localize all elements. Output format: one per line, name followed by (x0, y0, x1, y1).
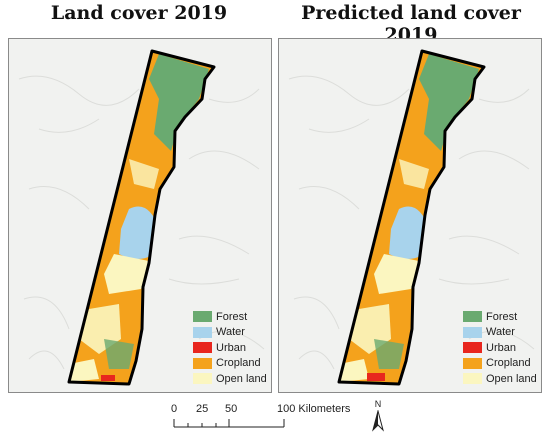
legend-swatch-water (463, 326, 482, 338)
north-label: N (374, 399, 382, 409)
scale-bar: 0 25 50 100 Kilometers (164, 403, 404, 437)
legend-item-water: Water (193, 325, 269, 341)
legend-label: Cropland (216, 357, 261, 370)
legend-label: Water (486, 326, 515, 339)
map-panel-predicted[interactable]: Forest Water Urban Cropland Open land (278, 38, 542, 393)
legend-label: Cropland (486, 357, 531, 370)
legend-item-cropland: Cropland (193, 356, 269, 372)
north-arrow-icon (372, 410, 384, 432)
legend-swatch-open-land (463, 373, 482, 385)
legend-item-water: Water (463, 325, 539, 341)
legend-swatch-forest (193, 311, 212, 323)
legend-swatch-urban (193, 342, 212, 354)
map-legend: Forest Water Urban Cropland Open land (193, 309, 269, 387)
legend-swatch-urban (463, 342, 482, 354)
scale-tick-label: 50 (225, 403, 238, 415)
legend-item-forest: Forest (193, 309, 269, 325)
legend-swatch-water (193, 326, 212, 338)
land-cover-map-predicted (288, 49, 535, 386)
legend-label: Urban (216, 341, 246, 354)
legend-item-cropland: Cropland (463, 356, 539, 372)
legend-item-urban: Urban (463, 340, 539, 356)
legend-swatch-cropland (463, 357, 482, 369)
scale-tick-label: 0 (171, 403, 178, 415)
scale-tick-label: 100 Kilometers (277, 403, 351, 415)
legend-label: Open land (486, 372, 537, 385)
legend-label: Water (216, 326, 245, 339)
legend-label: Forest (486, 310, 518, 323)
legend-label: Forest (216, 310, 248, 323)
legend-item-open-land: Open land (463, 371, 539, 387)
legend-item-forest: Forest (463, 309, 539, 325)
panel-title-observed: Land cover 2019 (50, 2, 228, 24)
map-legend: Forest Water Urban Cropland Open land (463, 309, 539, 387)
land-cover-map-observed (18, 49, 265, 386)
legend-label: Urban (486, 341, 516, 354)
scale-tick-label: 25 (196, 403, 209, 415)
scale-bar-graphic (173, 419, 285, 428)
legend-swatch-cropland (193, 357, 212, 369)
legend-label: Open land (216, 372, 267, 385)
legend-item-urban: Urban (193, 340, 269, 356)
north-arrow: N (369, 399, 387, 434)
legend-item-open-land: Open land (193, 371, 269, 387)
map-panel-observed[interactable]: Forest Water Urban Cropland Open land (8, 38, 272, 393)
legend-swatch-open-land (193, 373, 212, 385)
legend-swatch-forest (463, 311, 482, 323)
